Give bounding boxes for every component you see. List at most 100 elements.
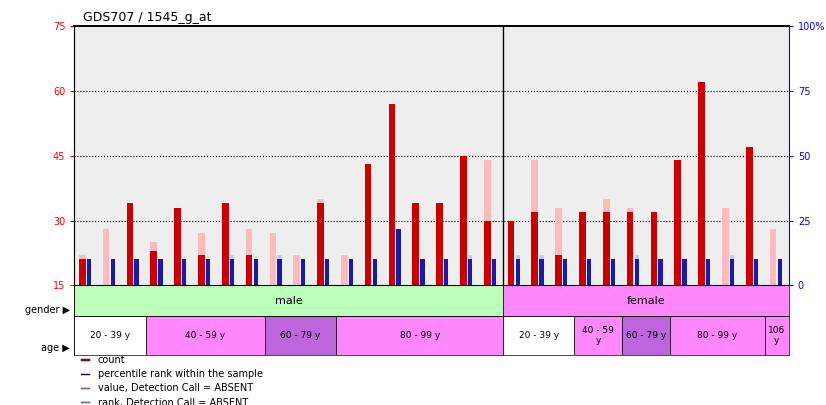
Bar — [777, 259, 781, 285]
Text: age ▶: age ▶ — [41, 343, 70, 353]
Bar — [555, 208, 562, 285]
Text: 20 - 39 y: 20 - 39 y — [90, 331, 131, 340]
Text: 80 - 99 y: 80 - 99 y — [697, 331, 738, 340]
Bar — [468, 259, 472, 285]
Bar — [622, 316, 670, 355]
Bar — [388, 104, 396, 285]
Bar — [254, 259, 258, 285]
Bar — [79, 255, 86, 285]
Bar — [135, 259, 139, 285]
Bar — [174, 233, 181, 285]
Bar — [74, 316, 145, 355]
Bar — [575, 316, 622, 355]
Bar — [317, 203, 324, 285]
Bar — [82, 402, 91, 403]
Text: 40 - 59 y: 40 - 59 y — [185, 331, 225, 340]
Text: 40 - 59
y: 40 - 59 y — [582, 326, 615, 345]
Bar — [682, 259, 686, 285]
Bar — [753, 259, 758, 285]
Bar — [610, 259, 615, 285]
Bar — [484, 220, 491, 285]
Bar — [563, 259, 567, 285]
Bar — [182, 259, 187, 285]
Bar — [531, 160, 539, 285]
Bar — [102, 229, 110, 285]
Bar — [587, 259, 591, 285]
Bar — [420, 259, 425, 285]
Bar — [770, 229, 776, 285]
Bar — [325, 259, 330, 285]
Bar — [658, 259, 662, 285]
Bar — [670, 316, 765, 355]
Text: percentile rank within the sample: percentile rank within the sample — [98, 369, 263, 379]
Bar — [603, 199, 610, 285]
Bar — [777, 259, 781, 285]
Bar — [706, 259, 710, 285]
Bar — [555, 255, 562, 285]
Bar — [563, 259, 567, 285]
Text: 60 - 79 y: 60 - 79 y — [281, 331, 320, 340]
Bar — [206, 259, 210, 285]
Bar — [301, 259, 306, 285]
Bar — [245, 255, 253, 285]
Bar — [503, 285, 789, 316]
Bar — [698, 83, 705, 285]
Text: GDS707 / 1545_g_at: GDS707 / 1545_g_at — [83, 11, 211, 24]
Bar — [396, 255, 401, 285]
Bar — [341, 255, 348, 285]
Bar — [503, 316, 574, 355]
Bar — [651, 212, 657, 285]
Bar — [365, 164, 372, 285]
Bar — [706, 259, 710, 285]
Bar — [174, 208, 181, 285]
Bar — [82, 373, 91, 375]
Bar — [317, 199, 324, 285]
Bar — [515, 255, 520, 285]
Bar — [265, 316, 336, 355]
Bar — [674, 160, 681, 285]
Bar — [145, 316, 265, 355]
Bar — [278, 255, 282, 285]
Bar — [336, 316, 503, 355]
Bar — [254, 259, 258, 285]
Bar — [293, 255, 300, 285]
Bar — [182, 259, 187, 285]
Bar — [531, 212, 539, 285]
Bar — [135, 259, 139, 285]
Bar — [610, 259, 615, 285]
Bar — [412, 203, 419, 285]
Bar — [468, 255, 472, 285]
Bar — [436, 203, 443, 285]
Bar — [765, 316, 789, 355]
Bar — [634, 259, 638, 285]
Bar — [444, 259, 449, 285]
Text: 20 - 39 y: 20 - 39 y — [519, 331, 559, 340]
Bar — [460, 160, 467, 285]
Text: female: female — [627, 296, 665, 306]
Bar — [245, 229, 253, 285]
Bar — [349, 259, 353, 285]
Bar — [651, 212, 657, 285]
Bar — [150, 251, 157, 285]
Bar — [730, 255, 734, 285]
Bar — [74, 285, 503, 316]
Bar — [159, 259, 163, 285]
Bar — [587, 259, 591, 285]
Bar — [230, 255, 234, 285]
Bar — [491, 259, 496, 285]
Text: gender ▶: gender ▶ — [25, 305, 70, 315]
Bar — [222, 255, 229, 285]
Bar — [206, 259, 210, 285]
Text: 60 - 79 y: 60 - 79 y — [626, 331, 666, 340]
Bar — [87, 259, 91, 285]
Bar — [198, 233, 205, 285]
Bar — [111, 259, 115, 285]
Bar — [484, 160, 491, 285]
Bar — [722, 208, 729, 285]
Text: male: male — [275, 296, 302, 306]
Text: rank, Detection Call = ABSENT: rank, Detection Call = ABSENT — [98, 398, 248, 405]
Bar — [658, 259, 662, 285]
Bar — [746, 229, 752, 285]
Bar — [269, 233, 276, 285]
Bar — [682, 259, 686, 285]
